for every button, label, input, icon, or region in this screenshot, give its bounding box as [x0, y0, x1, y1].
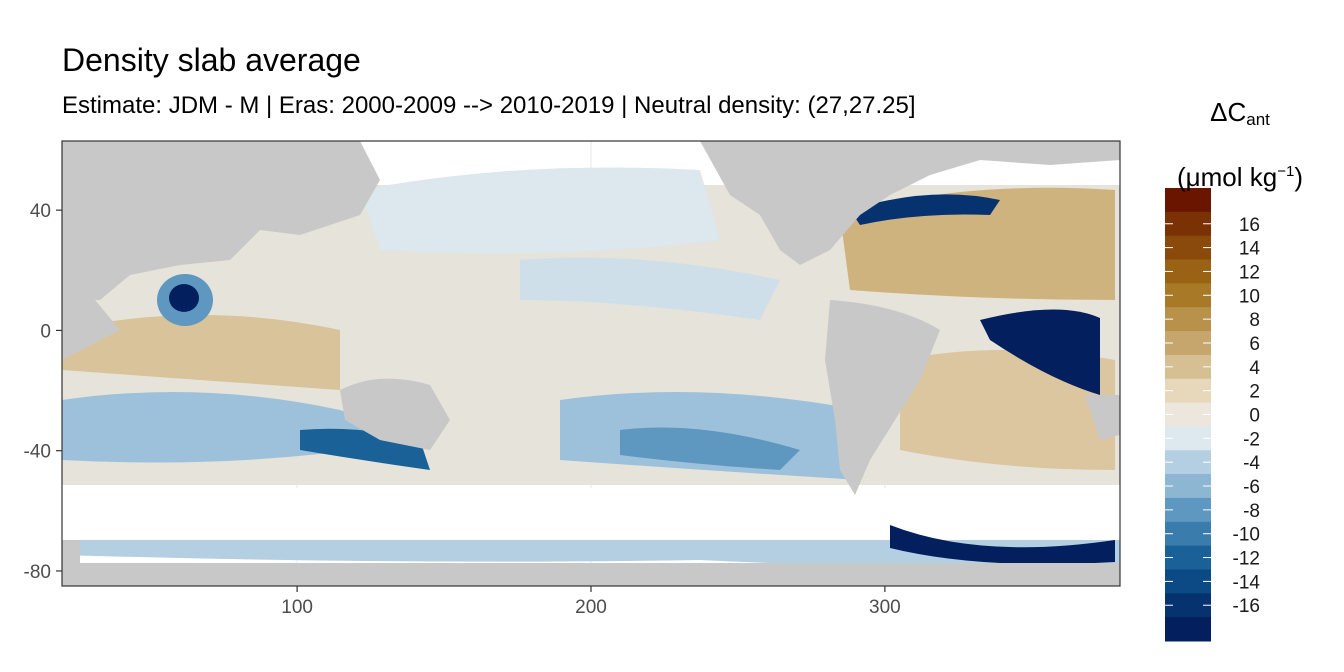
y-axis: 40 0 -40 -80 [24, 201, 62, 583]
legend-label: -10 [1233, 525, 1260, 546]
legend-label: -8 [1243, 501, 1260, 522]
legend-label: 6 [1249, 334, 1260, 355]
legend-label: -2 [1243, 429, 1260, 450]
legend-label: 2 [1249, 382, 1260, 403]
legend-bin [1165, 617, 1211, 642]
chart-title: Density slab average [62, 42, 361, 78]
legend-label: 16 [1239, 215, 1260, 236]
legend-title: ΔCant (μmol kg−1) [1150, 86, 1330, 203]
y-tick-label: 40 [30, 201, 51, 222]
field-arabian-eddy-core [169, 284, 199, 312]
legend-label: 8 [1249, 310, 1260, 331]
y-tick-label: 0 [40, 321, 51, 342]
field-weddell-negative [890, 525, 1115, 565]
field-tropical-pacific [520, 257, 780, 320]
x-axis: 100 200 300 [281, 586, 901, 618]
field-eq-atlantic-negative [980, 309, 1100, 395]
land [62, 141, 1120, 586]
x-tick-label: 300 [869, 597, 901, 618]
field-antarctic-shelf [62, 540, 1120, 567]
legend-label: -6 [1243, 477, 1260, 498]
legend-label: 4 [1249, 358, 1260, 379]
field-gulf-stream-negative [850, 194, 1000, 225]
legend-title-line1: ΔCant [1210, 97, 1270, 129]
field-south-pacific-core [620, 427, 800, 470]
legend-bin [1165, 188, 1211, 213]
field-north-pacific [360, 167, 720, 254]
field-indian-warm [62, 315, 340, 390]
map-fields [62, 141, 1120, 586]
no-data-band [62, 488, 1120, 540]
chart-subtitle: Estimate: JDM - M | Eras: 2000-2009 --> … [62, 92, 916, 119]
legend-label: 14 [1239, 239, 1261, 260]
legend-label: -12 [1233, 549, 1260, 570]
legend-title-line2: (μmol kg−1) [1177, 162, 1303, 192]
legend-label: -4 [1243, 453, 1260, 474]
legend-label: 10 [1239, 286, 1260, 307]
plot-panel [61, 140, 1121, 587]
legend-label: 0 [1249, 406, 1260, 427]
y-tick-label: -40 [24, 442, 51, 463]
x-tick-label: 200 [575, 597, 607, 618]
legend-label: -14 [1233, 572, 1261, 593]
legend-label: -16 [1233, 596, 1260, 617]
y-tick-label: -80 [24, 562, 51, 583]
x-tick-label: 100 [281, 597, 313, 618]
legend-label: 12 [1239, 262, 1260, 283]
